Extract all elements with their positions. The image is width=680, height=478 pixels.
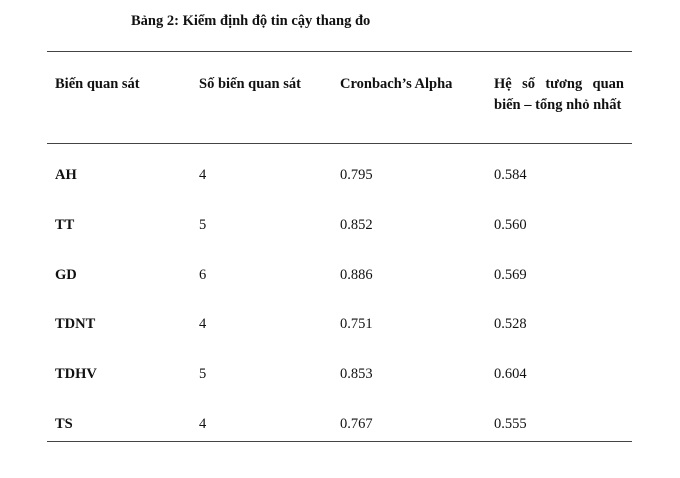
- header-cell: Cronbach’s Alpha: [340, 76, 453, 92]
- cell: 0.560: [494, 216, 527, 233]
- cell: 0.555: [494, 416, 527, 432]
- header-rule: [47, 143, 632, 144]
- cell: 5: [199, 366, 207, 383]
- cell: 5: [199, 216, 207, 233]
- header-cell: Số biến quan sát: [199, 76, 301, 92]
- bottom-rule: [47, 441, 632, 442]
- cell: 4: [199, 167, 207, 183]
- cell: 0.886: [340, 266, 373, 283]
- cell: 0.584: [494, 167, 527, 183]
- top-rule: [47, 51, 632, 52]
- cell: 0.767: [340, 416, 373, 432]
- cell: 0.528: [494, 316, 527, 333]
- cell: 0.853: [340, 366, 373, 383]
- cell: 0.751: [340, 316, 373, 333]
- cell: AH: [55, 167, 77, 183]
- cell: 0.795: [340, 167, 373, 183]
- cell: 4: [199, 316, 207, 333]
- cell: 4: [199, 416, 207, 432]
- cell: GD: [55, 266, 77, 283]
- cell: TDNT: [55, 316, 96, 333]
- cell: 0.604: [494, 366, 527, 383]
- header-cell: Biến quan sát: [55, 76, 140, 92]
- table-title: Bảng 2: Kiểm định độ tin cậy thang đo: [131, 13, 371, 29]
- cell: TDHV: [55, 366, 97, 383]
- header-cell: Hệ số tương quan biến – tổng nhỏ nhất: [494, 76, 624, 113]
- cell: TS: [55, 416, 73, 432]
- cell: TT: [55, 216, 75, 233]
- cell: 6: [199, 266, 207, 283]
- cell: 0.569: [494, 266, 527, 283]
- cell: 0.852: [340, 216, 373, 233]
